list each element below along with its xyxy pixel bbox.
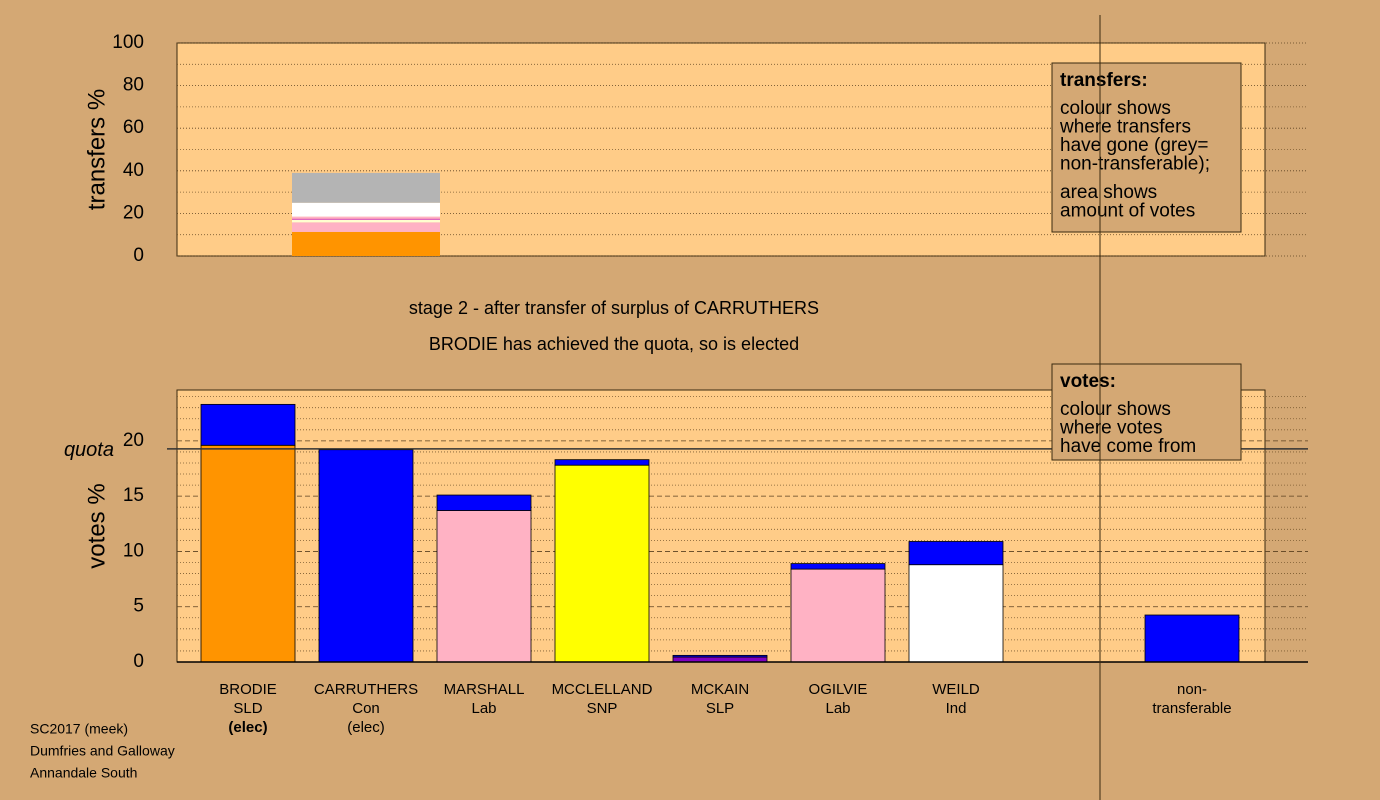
bar-segment <box>790 563 886 570</box>
x-tick-label: transferable <box>1152 700 1231 717</box>
annotation: BRODIE has achieved the quota, so is ele… <box>429 334 799 354</box>
legend-text: non-transferable); <box>1060 154 1210 175</box>
footer-text: Annandale South <box>30 765 137 781</box>
y-tick-label: 40 <box>123 160 144 181</box>
x-tick-label: OGILVIE <box>809 681 868 698</box>
legend-text: have come from <box>1060 436 1196 457</box>
y-tick-label: 0 <box>133 245 144 266</box>
y-axis-label: transfers % <box>83 89 110 210</box>
x-tick-label: SLP <box>706 700 734 717</box>
x-tick-label: SLD <box>233 700 262 717</box>
y-tick-label: 15 <box>123 485 144 506</box>
footer-text: SC2017 (meek) <box>30 721 128 737</box>
y-axis-label: votes % <box>83 483 110 568</box>
y-tick-label: 100 <box>112 32 144 53</box>
bar-segment <box>436 510 532 663</box>
x-tick-label: Lab <box>471 700 496 717</box>
x-tick-label: CARRUTHERS <box>314 681 418 698</box>
x-tick-label: MCKAIN <box>691 681 749 698</box>
y-tick-label: 0 <box>133 651 144 672</box>
legend-text: where transfers <box>1059 117 1191 138</box>
x-tick-label: WEILD <box>932 681 980 698</box>
legend-text: colour shows <box>1060 399 1171 420</box>
x-tick-label: Ind <box>946 700 967 717</box>
legend-title: votes: <box>1060 371 1116 392</box>
footer-text: Dumfries and Galloway <box>30 743 175 759</box>
x-tick-label: (elec) <box>347 719 385 736</box>
bar-segment <box>318 449 414 663</box>
bar-segment <box>554 464 650 663</box>
x-tick-label: (elec) <box>228 719 267 736</box>
bar-segment <box>292 222 440 232</box>
legend-box <box>1051 363 1242 461</box>
bar-segment <box>1144 614 1240 663</box>
x-tick-label: SNP <box>587 700 618 717</box>
y-tick-label: 5 <box>133 596 144 617</box>
bar-segment <box>292 218 440 220</box>
y-tick-label: 60 <box>123 117 144 138</box>
x-tick-label: Lab <box>825 700 850 717</box>
quota-label: quota <box>64 439 114 461</box>
x-tick-label: MARSHALL <box>444 681 525 698</box>
annotation: stage 2 - after transfer of surplus of C… <box>409 298 819 318</box>
legend-text: have gone (grey= <box>1060 135 1208 156</box>
y-tick-label: 20 <box>123 430 144 451</box>
bar-segment <box>292 202 440 217</box>
legend-title: transfers: <box>1060 70 1148 91</box>
bar-segment <box>908 564 1004 663</box>
bar-segment <box>292 219 440 223</box>
x-tick-label: MCCLELLAND <box>552 681 653 698</box>
legend-text: area shows <box>1060 182 1157 203</box>
bar-segment <box>908 541 1004 566</box>
y-tick-label: 10 <box>123 540 144 561</box>
legend-text: where votes <box>1059 418 1162 439</box>
x-tick-label: non- <box>1177 681 1207 698</box>
bar-segment <box>554 459 650 466</box>
bar-segment <box>672 654 768 658</box>
legend-text: amount of votes <box>1060 201 1195 222</box>
bar-segment <box>292 231 440 256</box>
x-tick-label: BRODIE <box>219 681 277 698</box>
bar-segment <box>436 494 532 511</box>
x-tick-label: Con <box>352 700 380 717</box>
legend-box <box>1051 62 1242 233</box>
y-tick-label: 80 <box>123 75 144 96</box>
y-tick-label: 20 <box>123 202 144 223</box>
bar-segment <box>790 568 886 663</box>
bar-segment <box>200 403 296 446</box>
bar-segment <box>292 172 440 203</box>
bar-segment <box>200 444 296 663</box>
bar-segment <box>292 216 440 219</box>
legend-text: colour shows <box>1060 98 1171 119</box>
